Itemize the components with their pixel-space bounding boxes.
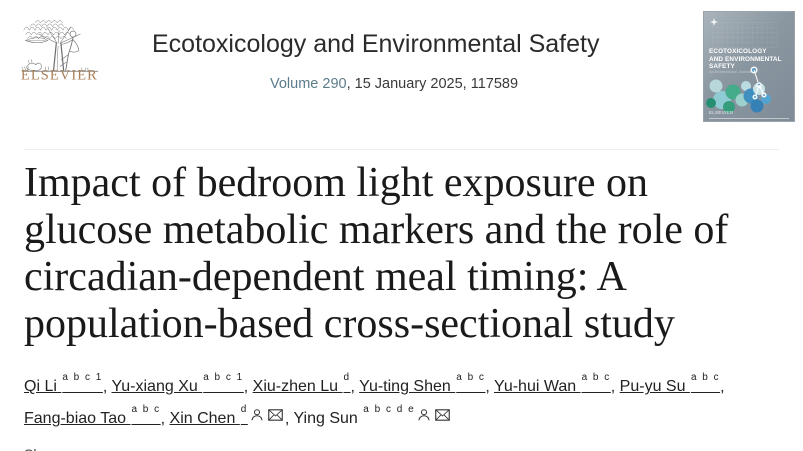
svg-text:ELSEVIER: ELSEVIER [21,68,98,84]
